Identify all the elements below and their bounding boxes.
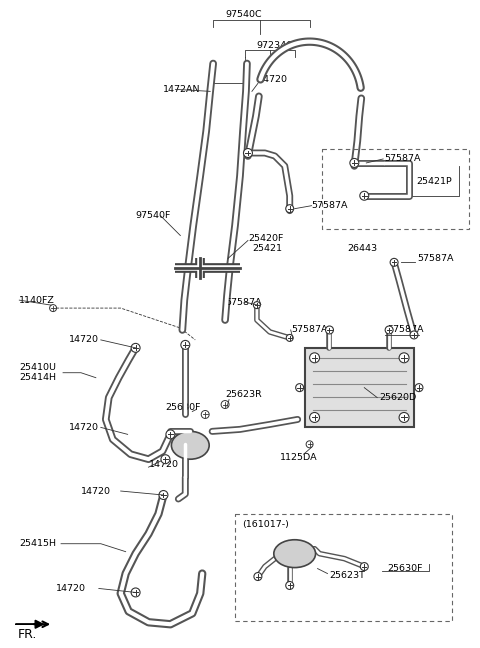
Circle shape xyxy=(286,334,293,341)
Text: 57587A: 57587A xyxy=(225,297,262,307)
Text: 1472AN: 1472AN xyxy=(162,85,200,94)
Circle shape xyxy=(415,384,423,391)
Text: 25414H: 25414H xyxy=(19,373,56,382)
Circle shape xyxy=(399,413,409,422)
Circle shape xyxy=(131,588,140,597)
Circle shape xyxy=(254,573,262,581)
Circle shape xyxy=(131,343,140,353)
Circle shape xyxy=(385,326,393,334)
Circle shape xyxy=(201,410,209,419)
Circle shape xyxy=(159,491,168,500)
Circle shape xyxy=(310,353,320,363)
Text: 25420F: 25420F xyxy=(248,234,283,243)
FancyArrow shape xyxy=(15,620,43,628)
Circle shape xyxy=(410,331,418,339)
Circle shape xyxy=(325,326,334,334)
Text: 57587A: 57587A xyxy=(417,254,454,263)
Text: 25421: 25421 xyxy=(252,244,282,253)
Circle shape xyxy=(253,301,260,308)
Circle shape xyxy=(360,562,368,571)
Text: 25620D: 25620D xyxy=(379,393,417,402)
Circle shape xyxy=(399,353,409,363)
Text: 25623R: 25623R xyxy=(225,390,262,399)
Text: 14720: 14720 xyxy=(258,75,288,84)
Circle shape xyxy=(181,340,190,349)
Text: 57587A: 57587A xyxy=(312,201,348,210)
Circle shape xyxy=(166,430,175,439)
Text: 25421P: 25421P xyxy=(416,178,452,187)
Circle shape xyxy=(310,413,320,422)
Ellipse shape xyxy=(274,540,315,568)
Ellipse shape xyxy=(171,432,209,459)
Text: 26443: 26443 xyxy=(348,244,377,253)
Text: 25415H: 25415H xyxy=(19,539,56,548)
Circle shape xyxy=(243,148,252,157)
Text: 97540C: 97540C xyxy=(225,10,262,19)
Text: 57587A: 57587A xyxy=(292,325,328,334)
Text: (161017-): (161017-) xyxy=(242,520,289,529)
Text: FR.: FR. xyxy=(17,628,36,641)
Circle shape xyxy=(49,305,57,312)
Text: 57587A: 57587A xyxy=(387,325,424,334)
Text: 57587A: 57587A xyxy=(384,154,420,163)
Text: 14720: 14720 xyxy=(69,336,99,344)
Text: 1125DA: 1125DA xyxy=(280,453,317,462)
Circle shape xyxy=(360,191,369,200)
Circle shape xyxy=(296,384,304,391)
Text: 97540F: 97540F xyxy=(136,211,171,220)
Circle shape xyxy=(161,455,170,464)
Text: 14720: 14720 xyxy=(81,487,111,496)
Circle shape xyxy=(221,400,229,408)
Text: 25630F: 25630F xyxy=(387,564,423,573)
Circle shape xyxy=(390,259,398,266)
Circle shape xyxy=(350,159,359,167)
Circle shape xyxy=(286,205,294,213)
Circle shape xyxy=(306,441,313,448)
Text: 14720: 14720 xyxy=(69,423,99,432)
Text: 25630F: 25630F xyxy=(166,403,201,412)
Text: 25623T: 25623T xyxy=(329,571,365,580)
Text: 14720: 14720 xyxy=(56,584,86,593)
FancyBboxPatch shape xyxy=(305,348,414,428)
Text: 97234Q: 97234Q xyxy=(256,41,293,50)
Text: 14720: 14720 xyxy=(148,459,179,469)
Circle shape xyxy=(286,581,294,590)
Text: 1140FZ: 1140FZ xyxy=(19,295,55,305)
Bar xyxy=(322,149,468,229)
Bar xyxy=(235,514,452,621)
Text: 25410U: 25410U xyxy=(19,364,56,372)
